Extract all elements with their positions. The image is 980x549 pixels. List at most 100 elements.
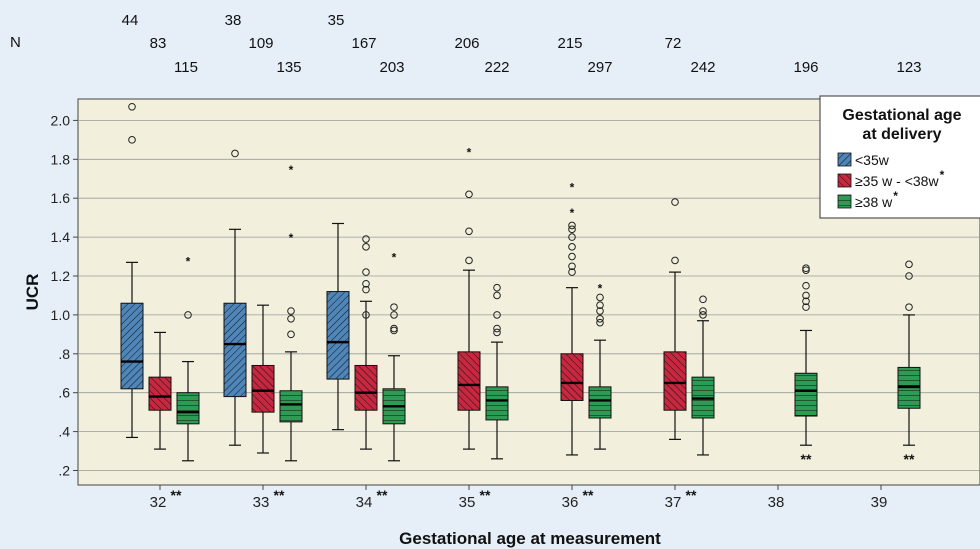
extreme-point: * xyxy=(570,181,575,195)
outlier-point xyxy=(390,303,398,311)
x-tick-label: 37 xyxy=(665,494,682,511)
x-tick-label: 33 xyxy=(253,494,270,511)
outlier-point xyxy=(671,256,679,265)
box-body xyxy=(794,372,818,417)
x-tick-label: 38 xyxy=(768,494,785,511)
outlier-point xyxy=(390,324,398,333)
counts-label: N xyxy=(10,34,21,51)
y-axis-ticks: 2.0 1.8 1.6 1.4 1.2 1.0 .8 .6 .4 .2 xyxy=(51,112,78,479)
y-tick-label: 1.6 xyxy=(51,190,71,206)
x-tick-stars: ** xyxy=(583,487,594,503)
box-red-36: ** xyxy=(560,181,584,456)
count-label: 222 xyxy=(484,59,509,76)
outlier-point xyxy=(493,324,501,333)
box-body xyxy=(354,364,378,411)
x-tick-stars: ** xyxy=(686,487,697,503)
y-axis-label: UCR xyxy=(23,274,42,311)
box-series: ********** ** xyxy=(120,102,921,467)
outlier-point xyxy=(699,307,707,315)
box-green-33: ** xyxy=(279,163,303,462)
box-red-37 xyxy=(663,198,687,440)
box-body xyxy=(176,392,200,425)
y-tick-label: 1.8 xyxy=(51,151,71,167)
box-green-37 xyxy=(691,295,715,456)
box-green-36: * xyxy=(588,282,612,450)
count-label: 109 xyxy=(248,35,273,52)
outlier-point xyxy=(596,318,604,327)
outlier-point xyxy=(465,256,473,265)
count-label: 38 xyxy=(225,12,242,29)
legend-swatch-green xyxy=(837,194,852,209)
outlier-point xyxy=(493,328,501,337)
outlier-point xyxy=(362,285,370,294)
outlier-point xyxy=(568,243,576,251)
outlier-point xyxy=(596,307,604,315)
x-tick-label: 39 xyxy=(871,494,888,511)
box-body xyxy=(457,351,481,411)
legend-title-line1: Gestational age xyxy=(842,107,961,124)
outlier-point xyxy=(802,291,810,300)
legend-item-label: ≥35 w - <38w xyxy=(855,173,939,189)
outlier-point xyxy=(568,268,576,276)
outlier-point xyxy=(596,301,604,309)
significance-stars: ** xyxy=(904,451,915,467)
box-body xyxy=(223,302,247,398)
box-red-32 xyxy=(148,331,172,450)
box-green-38: ** xyxy=(794,264,818,467)
box-green-34: * xyxy=(382,251,406,462)
legend-item-stars: * xyxy=(893,189,898,203)
x-tick-label: 34 xyxy=(356,494,373,511)
outlier-point xyxy=(390,311,398,319)
box-body xyxy=(560,353,584,401)
extreme-point: * xyxy=(289,163,294,177)
outlier-point xyxy=(568,225,576,234)
count-label: 196 xyxy=(793,59,818,76)
count-label: 72 xyxy=(665,35,682,52)
legend-item-stars: * xyxy=(940,168,945,182)
count-label: 35 xyxy=(328,12,345,29)
x-tick-label: 35 xyxy=(459,494,476,511)
count-label: 242 xyxy=(690,59,715,76)
legend-title-line2: at delivery xyxy=(862,126,941,143)
x-axis-label: Gestational age at measurement xyxy=(399,529,661,548)
outlier-point xyxy=(699,311,707,319)
y-tick-label: 1.4 xyxy=(51,229,71,245)
outlier-point xyxy=(802,297,810,306)
outlier-point xyxy=(568,233,576,241)
count-label: 206 xyxy=(454,35,479,52)
box-body xyxy=(148,376,172,411)
count-label: 115 xyxy=(174,59,198,76)
extreme-point: * xyxy=(598,282,603,296)
x-axis-ticks: 32 ** 33 ** 34 ** 35 ** 36 ** 37 ** 38 39 xyxy=(150,485,888,511)
box-red-35: * xyxy=(457,146,481,450)
box-blue-33 xyxy=(223,149,247,446)
outlier-point xyxy=(596,293,604,302)
x-tick-stars: ** xyxy=(274,487,285,503)
box-green-32: * xyxy=(176,254,200,462)
x-tick-stars: ** xyxy=(480,487,491,503)
outlier-point xyxy=(802,264,810,273)
outlier-point xyxy=(465,190,473,199)
box-green-35 xyxy=(485,283,509,460)
box-body xyxy=(663,351,687,411)
x-tick-stars: ** xyxy=(171,487,182,503)
extreme-point: * xyxy=(392,251,397,265)
box-body xyxy=(326,291,350,380)
box-blue-32 xyxy=(120,102,144,439)
count-label: 123 xyxy=(896,59,921,76)
outlier-point xyxy=(362,243,370,251)
outlier-point xyxy=(493,311,501,319)
y-tick-label: .2 xyxy=(58,463,70,479)
extreme-point: * xyxy=(289,231,294,245)
legend: Gestational age at delivery <35w ≥35 w - … xyxy=(819,95,980,219)
outlier-point xyxy=(568,262,576,271)
extreme-point: * xyxy=(467,146,472,160)
outlier-point xyxy=(128,102,136,111)
count-label: 215 xyxy=(557,35,582,52)
count-label: 83 xyxy=(150,35,167,52)
legend-item-label: ≥38 w xyxy=(855,194,893,210)
outlier-point xyxy=(802,281,810,290)
legend-swatch-blue xyxy=(837,152,852,167)
outlier-point xyxy=(287,314,295,323)
